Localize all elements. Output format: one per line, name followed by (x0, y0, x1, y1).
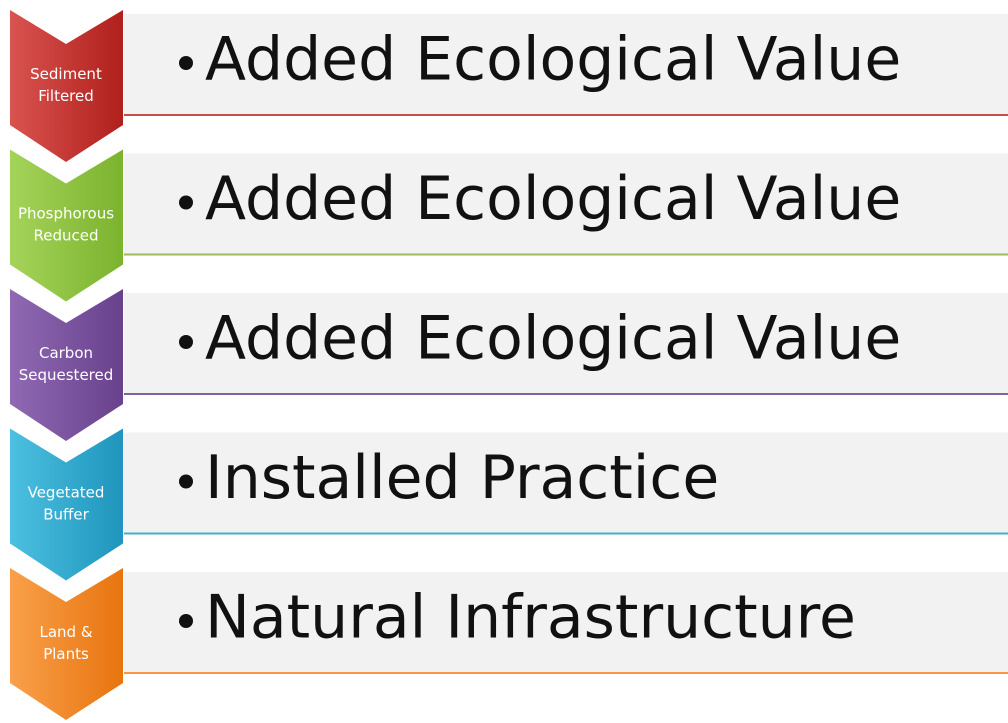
row-box (124, 572, 1008, 673)
bullet (179, 614, 193, 628)
chevron (10, 568, 123, 720)
row-text: Added Ecological Value (205, 304, 901, 374)
chevron-label: Filtered (38, 87, 94, 105)
chevron (10, 10, 123, 162)
chevron (10, 428, 123, 581)
chevron-label: Vegetated (28, 484, 105, 502)
row-text: Added Ecological Value (205, 25, 901, 95)
bullet (179, 335, 193, 349)
row-box (124, 153, 1008, 255)
row-box (124, 432, 1008, 534)
chevron-label: Land & (39, 623, 92, 641)
row-box (124, 293, 1008, 394)
chevron (10, 289, 123, 441)
row-text: Added Ecological Value (205, 164, 901, 234)
bullet (179, 474, 193, 489)
row-box (124, 14, 1008, 115)
chevron-label: Plants (43, 645, 89, 663)
bullet (179, 56, 193, 70)
chevron-label: Sediment (30, 65, 102, 83)
chevron-label: Carbon (39, 344, 93, 362)
row-text: Installed Practice (205, 443, 719, 513)
bullet (179, 195, 193, 210)
chevron (10, 149, 123, 302)
chevron-label: Sequestered (19, 366, 114, 384)
chevron-label: Reduced (33, 227, 98, 245)
chevron-label: Phosphorous (18, 205, 114, 223)
chevron-label: Buffer (43, 506, 89, 524)
row-text: Natural Infrastructure (205, 583, 856, 653)
